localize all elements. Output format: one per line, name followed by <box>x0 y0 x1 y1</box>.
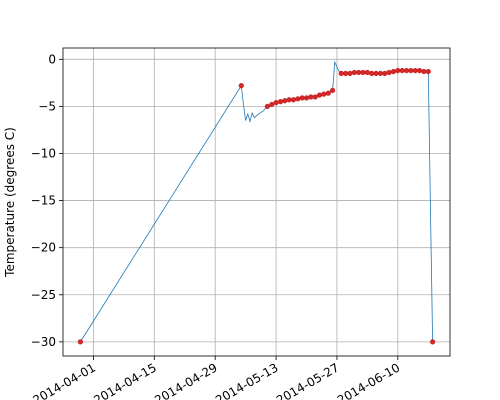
temperature-point <box>356 69 362 76</box>
plot-series <box>77 60 436 345</box>
x-tick-label: 2014-04-15 <box>91 360 158 400</box>
temperature-point <box>312 94 318 100</box>
temperature-point <box>395 68 401 74</box>
temperature-point <box>412 68 418 74</box>
x-tick-label: 2014-04-01 <box>31 360 98 400</box>
temperature-point <box>238 83 244 89</box>
x-tick-label: 2014-06-10 <box>335 360 402 400</box>
temperature-point <box>295 96 301 102</box>
temperature-point <box>316 92 323 98</box>
temperature-point <box>421 68 427 75</box>
temperature-point <box>264 103 270 110</box>
grid-lines <box>63 48 450 356</box>
temperature-point <box>303 95 310 101</box>
temperature-point <box>269 101 275 108</box>
temperature-point <box>338 70 344 77</box>
y-tick-label: −5 <box>38 99 56 113</box>
temperature-point <box>386 69 392 76</box>
temperature-point <box>416 68 423 74</box>
temperature-point <box>377 70 384 77</box>
temperature-point <box>77 339 83 345</box>
x-axis-ticks: 2014-04-012014-04-152014-04-292014-05-13… <box>31 356 402 400</box>
temperature-point <box>390 68 397 75</box>
temperature-point <box>299 95 305 101</box>
y-tick-label: 0 <box>48 52 56 66</box>
temperature-point <box>403 68 410 74</box>
temperature-point <box>343 70 349 77</box>
temperature-point <box>408 68 414 74</box>
y-axis-label: Temperature (degrees C) <box>3 127 17 278</box>
temperature-point <box>360 69 366 76</box>
x-tick-label: 2014-05-13 <box>213 360 280 400</box>
temperature-point <box>330 87 336 93</box>
y-tick-label: −25 <box>31 288 56 302</box>
temperature-point <box>273 100 279 106</box>
temperature-point <box>369 70 375 77</box>
temperature-point <box>321 91 327 97</box>
temperature-point <box>325 90 331 96</box>
temperature-point <box>290 97 297 103</box>
x-tick-label: 2014-05-27 <box>274 360 341 400</box>
y-tick-label: −10 <box>31 146 56 160</box>
y-axis-ticks: 0 −5 −10 −15 −20 −25 −30 <box>31 52 63 349</box>
temperature-point <box>277 99 284 105</box>
temperature-point <box>430 339 436 345</box>
y-tick-label: −15 <box>31 194 56 208</box>
temperature-point <box>308 94 314 100</box>
temperature-point <box>425 68 431 75</box>
temperature-point <box>382 70 388 77</box>
temperature-point <box>282 98 288 104</box>
y-tick-label: −20 <box>31 241 56 255</box>
temperature-point <box>351 69 357 76</box>
temperature-point <box>364 69 370 76</box>
plot-frame <box>62 47 451 357</box>
temperature-point <box>286 97 292 103</box>
temperature-point <box>373 70 379 77</box>
temperature-point <box>399 68 405 74</box>
temperature-line <box>80 60 434 343</box>
x-tick-label: 2014-04-29 <box>152 360 219 400</box>
temperature-point <box>347 70 353 77</box>
y-tick-label: −30 <box>31 335 56 349</box>
